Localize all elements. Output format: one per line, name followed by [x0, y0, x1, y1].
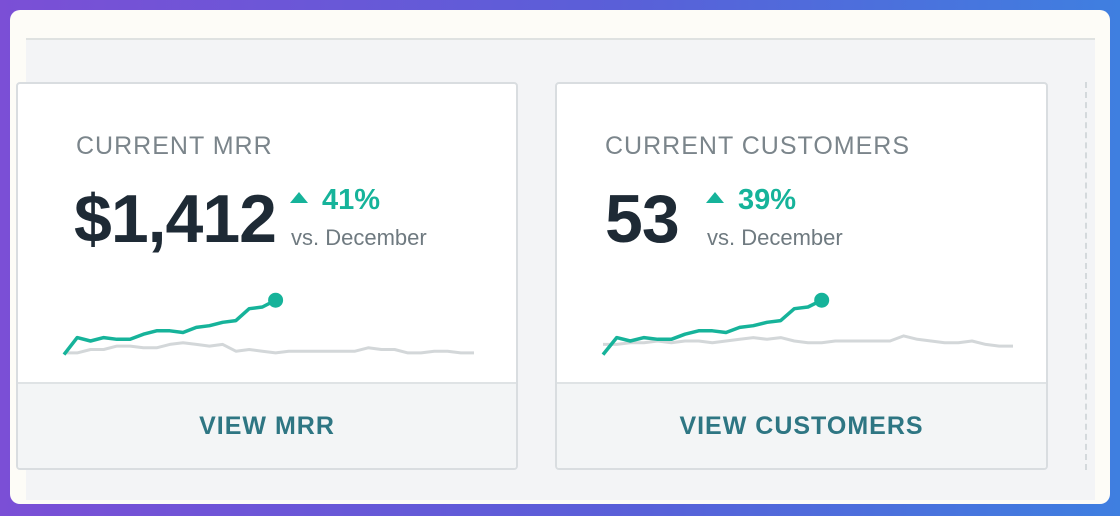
change-percent: 39% [738, 184, 797, 216]
change-percent: 41% [322, 184, 381, 216]
view-customers-button[interactable]: VIEW CUSTOMERS [557, 382, 1046, 468]
view-mrr-button[interactable]: VIEW MRR [18, 382, 516, 468]
current-point-marker [814, 292, 830, 308]
change-indicator: 41% [290, 184, 380, 217]
current-period-line [601, 298, 823, 356]
customers-card: CURRENT CUSTOMERS 53 39% vs. December VI… [555, 82, 1048, 470]
up-arrow-icon [706, 191, 724, 203]
change-indicator: 39% [706, 184, 796, 217]
current-period-line [62, 298, 277, 356]
customers-sparkline [601, 292, 1013, 356]
metric-value: $1,412 [74, 181, 277, 257]
current-point-marker [268, 292, 284, 308]
previous-period-line [64, 341, 474, 355]
mrr-card: CURRENT MRR $1,412 41% vs. December VIEW… [16, 82, 518, 470]
next-card-placeholder [1085, 82, 1110, 470]
comparison-text: vs. December [707, 225, 843, 250]
up-arrow-icon [290, 191, 308, 203]
metric-value: 53 [605, 181, 680, 257]
app-window: CURRENT MRR $1,412 41% vs. December VIEW… [10, 10, 1110, 504]
view-mrr-label: VIEW MRR [199, 411, 335, 440]
card-label: CURRENT CUSTOMERS [605, 132, 910, 160]
dashboard-panel: CURRENT MRR $1,412 41% vs. December VIEW… [16, 38, 1095, 500]
view-customers-label: VIEW CUSTOMERS [679, 411, 924, 440]
mrr-sparkline [62, 292, 474, 356]
previous-period-line [603, 334, 1013, 348]
card-label: CURRENT MRR [76, 132, 273, 160]
comparison-text: vs. December [291, 225, 427, 250]
